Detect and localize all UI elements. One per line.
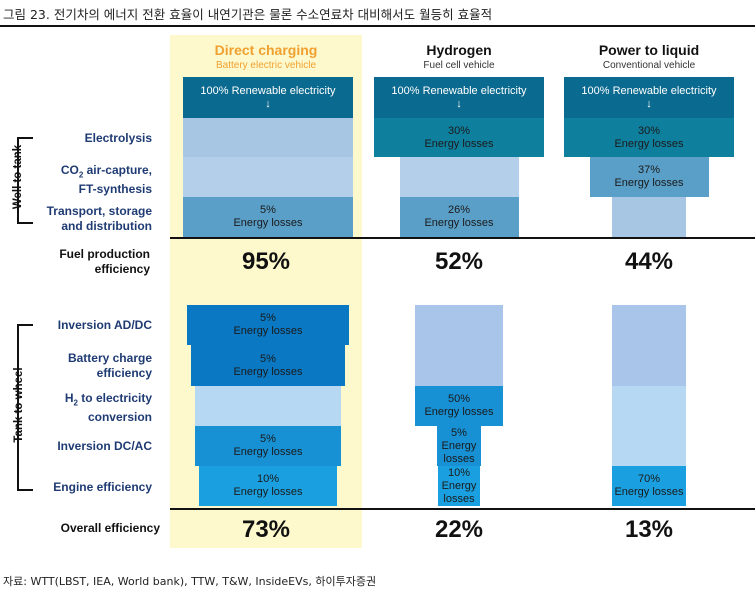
fuel-production-efficiency-label: Fuel production efficiency bbox=[59, 247, 150, 276]
renewable-block-hydrogen: 100% Renewable electricity ↓ bbox=[374, 77, 544, 118]
overall-pct-hydrogen: 22% bbox=[434, 516, 484, 543]
loss-caption: Energy losses bbox=[233, 486, 303, 498]
ttw-block-direct-charging-4: 10% Energy losses bbox=[198, 466, 338, 506]
figure-title: 그림 23. 전기차의 에너지 전환 효율이 내연기관은 물론 수소연료차 대비… bbox=[3, 7, 493, 22]
loss-value: 37% bbox=[637, 164, 661, 176]
ttw-block-power-to-liquid-2 bbox=[611, 386, 687, 426]
loss-value: 5% bbox=[260, 204, 276, 216]
row-label-battery-charge: Battery charge efficiency bbox=[67, 351, 152, 380]
well-to-tank-label: Well to tank bbox=[12, 144, 24, 210]
renewable-arrow: ↓ bbox=[456, 97, 462, 110]
loss-caption: Energy losses bbox=[424, 217, 494, 229]
row-label-transport: Transport, storage and distribution bbox=[46, 204, 152, 233]
ttw-block-power-to-liquid-1 bbox=[611, 345, 687, 386]
title-rule bbox=[0, 25, 755, 27]
tank-to-wheel-bracket bbox=[17, 324, 33, 491]
ttw-block-power-to-liquid-0 bbox=[611, 305, 687, 345]
column-subtitle: Battery electric vehicle bbox=[215, 60, 317, 71]
overall-pct-direct-charging: 73% bbox=[241, 516, 291, 543]
ttw-block-direct-charging-3: 5% Energy losses bbox=[195, 426, 341, 466]
loss-caption: Energy losses bbox=[233, 365, 303, 378]
wtt-block-power-to-liquid-1: 37% Energy losses bbox=[589, 157, 709, 197]
row-label-inversion-dc-ac: Inversion DC/AC bbox=[57, 439, 152, 453]
ttw-block-direct-charging-0: 5% Energy losses bbox=[187, 305, 349, 345]
loss-caption: Energy losses bbox=[424, 406, 494, 418]
loss-caption: Energy losses bbox=[614, 486, 684, 498]
well-to-tank-bracket bbox=[17, 137, 33, 224]
loss-value: 5% bbox=[451, 426, 467, 439]
renewable-block-power-to-liquid: 100% Renewable electricity ↓ bbox=[564, 77, 734, 118]
wtt-block-direct-charging-2: 5% Energy losses bbox=[183, 197, 353, 237]
loss-value: 10% bbox=[256, 473, 279, 485]
ttw-block-hydrogen-4: 10% Energy losses bbox=[438, 466, 480, 506]
loss-value: 30% bbox=[447, 124, 471, 137]
row-label-inversion-ad-dc: Inversion AD/DC bbox=[57, 318, 152, 332]
fuel-production-pct-power-to-liquid: 44% bbox=[624, 248, 674, 275]
tank-to-wheel-label: Tank to wheel bbox=[13, 367, 25, 443]
loss-value: 26% bbox=[447, 204, 471, 216]
loss-caption: Energy losses bbox=[614, 177, 684, 189]
ttw-block-hydrogen-0 bbox=[414, 305, 504, 345]
source-note: 자료: WTT(LBST, IEA, World bank), TTW, T&W… bbox=[3, 575, 377, 588]
ttw-block-hydrogen-3: 5% Energy losses bbox=[436, 426, 482, 466]
loss-caption: Energy losses bbox=[233, 217, 303, 229]
ttw-block-power-to-liquid-3 bbox=[611, 426, 687, 466]
wtt-block-power-to-liquid-0: 30% Energy losses bbox=[564, 118, 734, 157]
column-subtitle: Fuel cell vehicle bbox=[423, 60, 495, 71]
wtt-block-hydrogen-0: 30% Energy losses bbox=[374, 118, 544, 157]
fuel-production-pct-direct-charging: 95% bbox=[241, 248, 291, 275]
wtt-block-direct-charging-1 bbox=[183, 157, 353, 197]
loss-caption: Energy losses bbox=[233, 325, 303, 337]
renewable-arrow: ↓ bbox=[265, 97, 271, 110]
loss-caption: Energy losses bbox=[441, 479, 477, 505]
fuel-production-pct-hydrogen: 52% bbox=[434, 248, 484, 275]
wtt-block-hydrogen-2: 26% Energy losses bbox=[399, 197, 519, 237]
renewable-label: 100% Renewable electricity bbox=[200, 84, 336, 97]
overall-pct-power-to-liquid: 13% bbox=[624, 516, 674, 543]
column-title: Power to liquid bbox=[598, 42, 700, 58]
renewable-label: 100% Renewable electricity bbox=[391, 84, 527, 97]
loss-value: 5% bbox=[260, 312, 276, 324]
column-header-direct-charging: Direct charging Battery electric vehicle bbox=[170, 42, 362, 71]
loss-caption: Energy losses bbox=[424, 137, 494, 150]
renewable-label: 100% Renewable electricity bbox=[581, 84, 717, 97]
loss-value: 70% bbox=[637, 473, 660, 485]
column-subtitle: Conventional vehicle bbox=[602, 60, 696, 71]
wtt-block-direct-charging-0 bbox=[183, 118, 353, 157]
loss-value: 5% bbox=[260, 433, 276, 445]
row-label-co2-air-capture: CO2 air-capture, FT-synthesis bbox=[60, 163, 152, 197]
renewable-arrow: ↓ bbox=[646, 97, 652, 110]
column-header-hydrogen: Hydrogen Fuel cell vehicle bbox=[374, 42, 544, 71]
overall-rule bbox=[170, 508, 755, 510]
wtt-block-hydrogen-1 bbox=[399, 157, 519, 197]
overall-efficiency-label: Overall efficiency bbox=[60, 521, 160, 535]
ttw-block-hydrogen-1 bbox=[414, 345, 504, 386]
fuel-production-rule bbox=[170, 237, 755, 239]
wtt-block-power-to-liquid-2 bbox=[611, 197, 687, 237]
column-title: Hydrogen bbox=[426, 42, 492, 58]
loss-value: 30% bbox=[637, 124, 661, 137]
ttw-block-direct-charging-1: 5% Energy losses bbox=[191, 345, 345, 386]
loss-caption: Energy losses bbox=[441, 439, 477, 465]
loss-value: 50% bbox=[447, 393, 470, 405]
row-label-h2-to-electricity: H2 to electricity conversion bbox=[64, 391, 152, 425]
loss-value: 5% bbox=[260, 352, 276, 365]
loss-caption: Energy losses bbox=[233, 446, 303, 458]
renewable-block-direct-charging: 100% Renewable electricity ↓ bbox=[183, 77, 353, 118]
row-label-engine-efficiency: Engine efficiency bbox=[53, 480, 152, 494]
loss-caption: Energy losses bbox=[614, 137, 684, 150]
ttw-block-hydrogen-2: 50% Energy losses bbox=[414, 386, 504, 426]
ttw-block-power-to-liquid-4: 70% Energy losses bbox=[611, 466, 687, 506]
loss-value: 10% bbox=[447, 466, 470, 479]
column-header-power-to-liquid: Power to liquid Conventional vehicle bbox=[564, 42, 734, 71]
ttw-block-direct-charging-2 bbox=[195, 386, 341, 426]
column-title: Direct charging bbox=[214, 42, 318, 58]
row-label-electrolysis: Electrolysis bbox=[84, 131, 152, 145]
